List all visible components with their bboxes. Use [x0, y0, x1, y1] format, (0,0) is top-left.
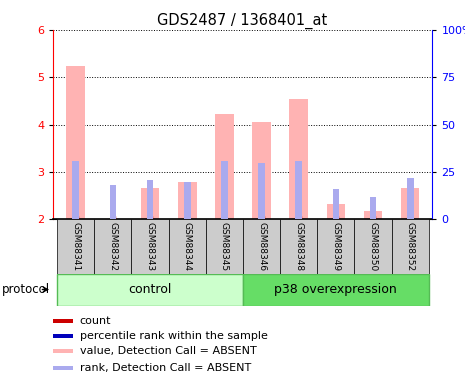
- Bar: [252, 122, 271, 219]
- Text: control: control: [128, 283, 172, 296]
- Bar: [280, 219, 317, 274]
- Bar: [401, 188, 419, 219]
- Bar: [206, 219, 243, 274]
- Text: GSM88349: GSM88349: [332, 222, 340, 271]
- Bar: [110, 185, 116, 219]
- Bar: [57, 274, 243, 306]
- Text: GSM88352: GSM88352: [405, 222, 415, 271]
- Bar: [57, 219, 94, 274]
- Bar: [407, 178, 413, 219]
- Bar: [53, 334, 73, 338]
- Text: GSM88341: GSM88341: [71, 222, 80, 271]
- Bar: [53, 349, 73, 352]
- Bar: [147, 180, 153, 219]
- Text: rank, Detection Call = ABSENT: rank, Detection Call = ABSENT: [80, 363, 251, 373]
- Bar: [53, 319, 73, 323]
- Bar: [132, 219, 169, 274]
- Text: p38 overexpression: p38 overexpression: [274, 283, 397, 296]
- Bar: [66, 66, 85, 219]
- Bar: [326, 204, 345, 219]
- Bar: [243, 274, 429, 306]
- Bar: [317, 219, 354, 274]
- Text: value, Detection Call = ABSENT: value, Detection Call = ABSENT: [80, 346, 257, 356]
- Bar: [141, 188, 159, 219]
- Text: GSM88350: GSM88350: [368, 222, 378, 272]
- Bar: [354, 219, 392, 274]
- Bar: [94, 219, 132, 274]
- Bar: [295, 160, 302, 219]
- Bar: [53, 366, 73, 370]
- Text: GDS2487 / 1368401_at: GDS2487 / 1368401_at: [157, 13, 327, 29]
- Bar: [364, 211, 382, 219]
- Text: protocol: protocol: [2, 283, 50, 296]
- Text: GSM88348: GSM88348: [294, 222, 303, 271]
- Text: GSM88345: GSM88345: [220, 222, 229, 271]
- Text: GSM88344: GSM88344: [183, 222, 192, 271]
- Bar: [332, 189, 339, 219]
- Bar: [178, 183, 197, 219]
- Text: GSM88343: GSM88343: [146, 222, 154, 271]
- Bar: [221, 160, 228, 219]
- Bar: [73, 160, 79, 219]
- Bar: [184, 182, 191, 219]
- Bar: [370, 196, 376, 219]
- Bar: [243, 219, 280, 274]
- Text: count: count: [80, 316, 111, 326]
- Bar: [258, 163, 265, 219]
- Text: GSM88342: GSM88342: [108, 222, 118, 271]
- Bar: [215, 114, 234, 219]
- Bar: [289, 99, 308, 219]
- Text: percentile rank within the sample: percentile rank within the sample: [80, 331, 268, 341]
- Bar: [392, 219, 429, 274]
- Text: GSM88346: GSM88346: [257, 222, 266, 271]
- Bar: [169, 219, 206, 274]
